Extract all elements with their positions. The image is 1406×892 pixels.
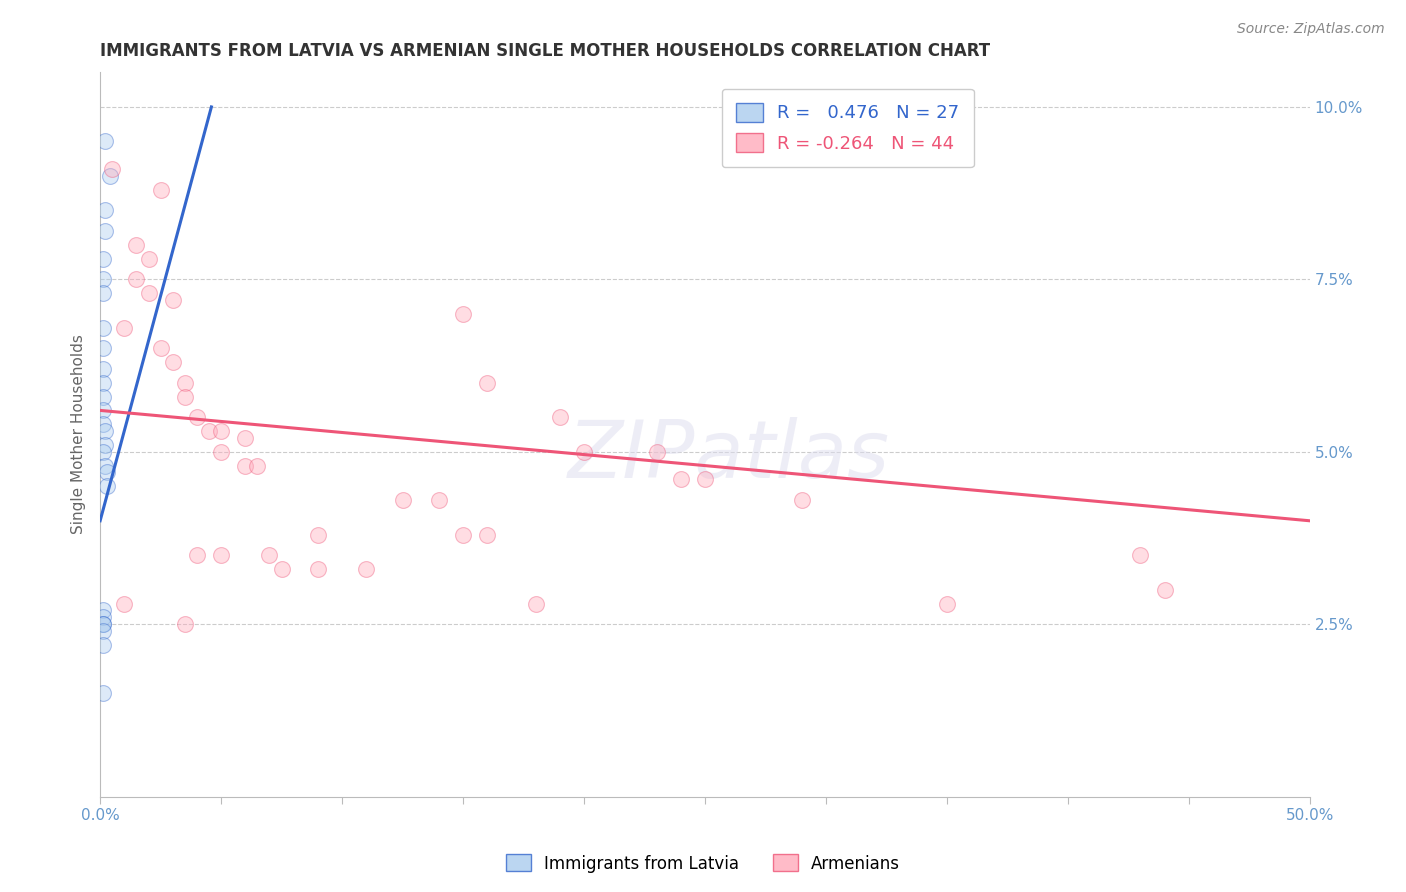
Point <box>91 390 114 404</box>
Point <box>91 286 114 301</box>
Point <box>91 362 114 376</box>
Point <box>209 444 232 458</box>
Legend: Immigrants from Latvia, Armenians: Immigrants from Latvia, Armenians <box>499 847 907 880</box>
Point <box>96 479 118 493</box>
Text: IMMIGRANTS FROM LATVIA VS ARMENIAN SINGLE MOTHER HOUSEHOLDS CORRELATION CHART: IMMIGRANTS FROM LATVIA VS ARMENIAN SINGL… <box>100 42 990 60</box>
Point <box>233 458 256 473</box>
Point <box>94 438 117 452</box>
Y-axis label: Single Mother Households: Single Mother Households <box>72 334 86 534</box>
Point <box>91 624 114 639</box>
Point <box>91 376 114 390</box>
Point <box>645 444 668 458</box>
Point <box>91 252 114 266</box>
Point <box>935 597 957 611</box>
Point <box>149 183 172 197</box>
Point <box>427 493 450 508</box>
Point <box>138 286 160 301</box>
Point <box>307 527 329 541</box>
Point <box>149 342 172 356</box>
Point <box>101 161 124 176</box>
Point <box>548 410 571 425</box>
Point <box>451 307 474 321</box>
Point <box>475 527 498 541</box>
Point <box>91 617 114 632</box>
Point <box>354 562 377 576</box>
Point <box>524 597 547 611</box>
Point <box>669 472 692 486</box>
Point <box>94 424 117 438</box>
Point <box>91 417 114 432</box>
Point <box>91 617 114 632</box>
Point <box>572 444 595 458</box>
Point <box>91 403 114 417</box>
Point <box>162 355 184 369</box>
Point <box>475 376 498 390</box>
Point <box>91 686 114 700</box>
Point <box>112 597 135 611</box>
Point <box>94 458 117 473</box>
Point <box>693 472 716 486</box>
Point <box>1129 548 1152 562</box>
Point <box>96 466 118 480</box>
Point <box>91 342 114 356</box>
Point <box>233 431 256 445</box>
Point <box>790 493 813 508</box>
Point <box>94 135 117 149</box>
Point <box>91 320 114 334</box>
Point <box>198 424 221 438</box>
Point <box>112 320 135 334</box>
Point <box>209 424 232 438</box>
Point <box>209 548 232 562</box>
Point <box>98 169 121 183</box>
Point <box>451 527 474 541</box>
Point <box>186 548 208 562</box>
Point <box>94 224 117 238</box>
Point <box>91 603 114 617</box>
Point <box>259 548 281 562</box>
Point <box>173 617 195 632</box>
Legend: R =   0.476   N = 27, R = -0.264   N = 44: R = 0.476 N = 27, R = -0.264 N = 44 <box>721 88 974 167</box>
Point <box>1153 582 1175 597</box>
Point <box>91 638 114 652</box>
Point <box>186 410 208 425</box>
Point <box>91 444 114 458</box>
Point <box>270 562 292 576</box>
Point <box>125 272 148 286</box>
Text: Source: ZipAtlas.com: Source: ZipAtlas.com <box>1237 22 1385 37</box>
Point <box>173 390 195 404</box>
Point <box>138 252 160 266</box>
Point <box>125 238 148 252</box>
Point <box>162 293 184 307</box>
Point <box>246 458 269 473</box>
Point <box>91 272 114 286</box>
Point <box>307 562 329 576</box>
Point <box>173 376 195 390</box>
Point <box>91 610 114 624</box>
Point <box>391 493 413 508</box>
Text: ZIPatlas: ZIPatlas <box>568 417 890 495</box>
Point <box>94 203 117 218</box>
